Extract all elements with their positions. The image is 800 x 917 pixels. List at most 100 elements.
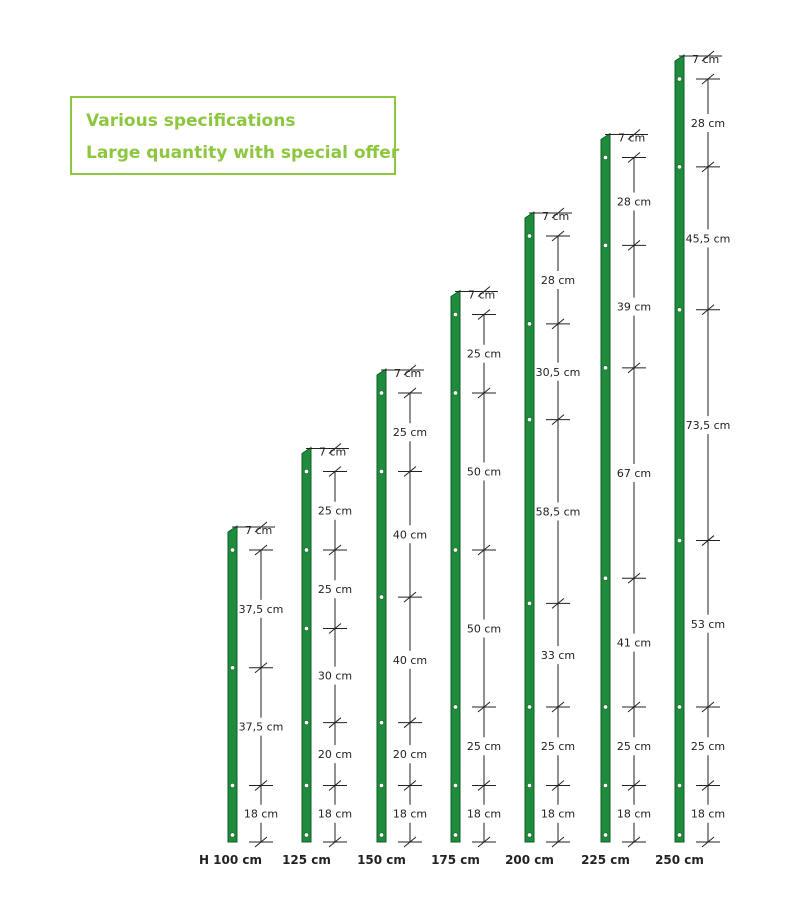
segment-label: 30 cm [318,670,352,683]
post-hole [378,390,384,396]
post-hole [452,704,458,710]
post-hole [602,575,608,581]
dimension-tick-slash [551,207,565,219]
dimension-tick-slash [627,129,641,140]
post-height-label: 200 cm [505,853,554,867]
post-hole [378,594,384,600]
dimension-tick-slash [477,286,491,297]
post-hole [526,600,532,606]
promo-banner: Various specifications Large quantity wi… [70,96,400,175]
segment-label: 18 cm [691,808,725,821]
segment-label: 7 cm [692,53,719,66]
segment-label: 28 cm [617,195,651,208]
post-hole [303,547,309,553]
segment-label: 18 cm [244,808,278,821]
banner-line-specifications: Various specifications [86,111,296,131]
segment-label: 28 cm [691,117,725,130]
segment-label: 20 cm [393,748,427,761]
post-hole [602,832,608,838]
segment-label: 41 cm [617,637,651,650]
post-hole [378,720,384,726]
post-hole [676,538,682,544]
segment-label: 18 cm [318,808,352,821]
post-hole [303,625,309,631]
segment-label: 67 cm [617,467,651,480]
segment-label: 18 cm [393,808,427,821]
segment-label: 18 cm [467,808,501,821]
segment-label: 18 cm [541,808,575,821]
post-hole [452,832,458,838]
segment-label: 25 cm [318,505,352,518]
segment-label: 25 cm [617,740,651,753]
post-hole [526,233,532,239]
post-hole [230,665,236,671]
post-hole [303,468,309,474]
banner-line-offer: Large quantity with special offer [86,143,400,163]
post-height-label: 125 cm [282,853,331,867]
post-hole [526,782,532,788]
post-hole [602,365,608,371]
dimension-tick-slash [328,443,342,454]
post-hole [676,832,682,838]
post-hole [676,76,682,82]
post-hole [526,704,532,710]
segment-label: 7 cm [245,524,272,537]
segment-label: 40 cm [393,528,427,541]
post-hole [676,307,682,313]
segment-label: 73,5 cm [686,419,731,432]
post-6 [600,132,611,843]
segment-label: 7 cm [394,367,421,380]
segment-label: 25 cm [318,583,352,596]
segment-label: 25 cm [393,426,427,439]
segment-label: 7 cm [468,289,495,302]
segment-label: 7 cm [542,210,569,223]
post-hole [303,720,309,726]
segment-label: 37,5 cm [239,603,284,616]
segment-label: 20 cm [318,748,352,761]
post-hole [303,832,309,838]
post-hole [452,782,458,788]
post-hole [676,704,682,710]
segment-label: 7 cm [618,132,645,145]
post-hole [230,547,236,553]
post-hole [526,832,532,838]
segment-label: 50 cm [467,465,501,478]
segment-label: 50 cm [467,622,501,635]
post-height-label: H 100 cm [199,853,262,867]
segment-label: 28 cm [541,274,575,287]
segment-label: 18 cm [617,808,651,821]
dimension-tick-slash [254,521,268,533]
post-hole [676,164,682,170]
segment-label: 25 cm [691,740,725,753]
segment-label: 45,5 cm [686,232,731,245]
post-1 [227,525,238,843]
post-hole [526,321,532,327]
post-hole [602,242,608,248]
segment-label: 58,5 cm [536,506,581,519]
post-height-label: 225 cm [581,853,630,867]
segment-label: 53 cm [691,618,725,631]
post-3 [376,368,387,843]
post-4 [450,289,461,843]
segment-label: 39 cm [617,301,651,314]
segment-label: 7 cm [319,446,346,459]
post-hole [526,417,532,423]
segment-label: 37,5 cm [239,721,284,734]
post-7 [674,54,685,843]
post-5 [524,211,535,843]
segment-label: 33 cm [541,649,575,662]
post-hole [303,782,309,788]
segment-label: 25 cm [541,740,575,753]
segment-label: 40 cm [393,654,427,667]
segment-label: 25 cm [467,740,501,753]
post-hole [602,704,608,710]
post-height-label: 250 cm [655,853,704,867]
segment-label: 30,5 cm [536,366,581,379]
post-hole [452,390,458,396]
post-hole [378,468,384,474]
post-2 [301,446,312,843]
post-hole [378,832,384,838]
dimension-tick-slash [701,50,715,62]
post-height-label: 150 cm [357,853,406,867]
